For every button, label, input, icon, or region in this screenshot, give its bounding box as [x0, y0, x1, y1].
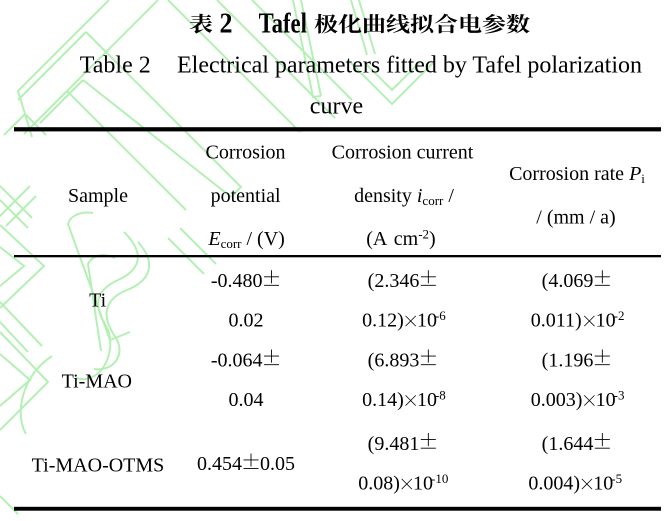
- svg-text:10: 10: [413, 473, 433, 495]
- svg-text:Ecorr / (V): Ecorr / (V): [207, 228, 284, 251]
- svg-text:/ (mm / a): / (mm / a): [536, 206, 615, 228]
- svg-text:0.12): 0.12): [362, 310, 404, 332]
- svg-text:(6.893: (6.893: [368, 349, 420, 371]
- svg-text:-2: -2: [614, 308, 625, 323]
- svg-text:-3: -3: [614, 387, 625, 402]
- svg-text:0.454: 0.454: [197, 453, 242, 475]
- svg-text:-0.064: -0.064: [211, 349, 263, 371]
- svg-text:-5: -5: [611, 471, 622, 486]
- svg-text:Corrosion current: Corrosion current: [332, 142, 474, 164]
- svg-text:(2.346: (2.346: [368, 270, 420, 292]
- svg-text:curve: curve: [310, 93, 363, 119]
- svg-text:-0.480: -0.480: [211, 270, 263, 292]
- svg-text:Sample: Sample: [68, 185, 128, 207]
- svg-text:potential: potential: [211, 185, 281, 207]
- svg-text:-10: -10: [431, 471, 448, 486]
- svg-text:0.004): 0.004): [528, 473, 580, 495]
- svg-text:(1.644: (1.644: [542, 433, 594, 455]
- svg-text:0.05: 0.05: [260, 453, 295, 475]
- svg-text:0.02: 0.02: [229, 310, 264, 332]
- svg-text:Electrical parameters fitted b: Electrical parameters fitted by Tafel po…: [177, 53, 642, 79]
- svg-text:0.08): 0.08): [358, 473, 400, 495]
- svg-text:(1.196: (1.196: [542, 349, 594, 371]
- svg-text:10: 10: [417, 310, 437, 332]
- svg-text:Corrosion: Corrosion: [206, 142, 286, 164]
- svg-text:2: 2: [220, 8, 233, 40]
- svg-text:(9.481: (9.481: [368, 433, 420, 455]
- svg-text:0.003): 0.003): [531, 389, 583, 411]
- svg-text:0.04: 0.04: [229, 389, 264, 411]
- svg-text:Ti-MAO: Ti-MAO: [62, 371, 132, 393]
- svg-text:(A cm-2): (A cm-2): [366, 227, 435, 251]
- svg-text:Ti-MAO-OTMS: Ti-MAO-OTMS: [32, 454, 165, 476]
- svg-text:-8: -8: [435, 387, 446, 402]
- svg-text:10: 10: [596, 310, 616, 332]
- svg-text:(4.069: (4.069: [542, 270, 594, 292]
- svg-text:density icorr /: density icorr /: [354, 185, 454, 208]
- svg-text:-6: -6: [435, 308, 446, 323]
- svg-text:Ti: Ti: [89, 290, 107, 312]
- svg-text:10: 10: [593, 473, 613, 495]
- svg-text:Corrosion rate Pi: Corrosion rate Pi: [509, 163, 645, 186]
- svg-text:Table 2: Table 2: [80, 53, 151, 79]
- svg-text:0.14): 0.14): [362, 389, 404, 411]
- svg-text:10: 10: [596, 389, 616, 411]
- svg-text:10: 10: [417, 389, 437, 411]
- svg-text:0.011): 0.011): [531, 310, 582, 332]
- svg-text:Tafel: Tafel: [259, 8, 307, 40]
